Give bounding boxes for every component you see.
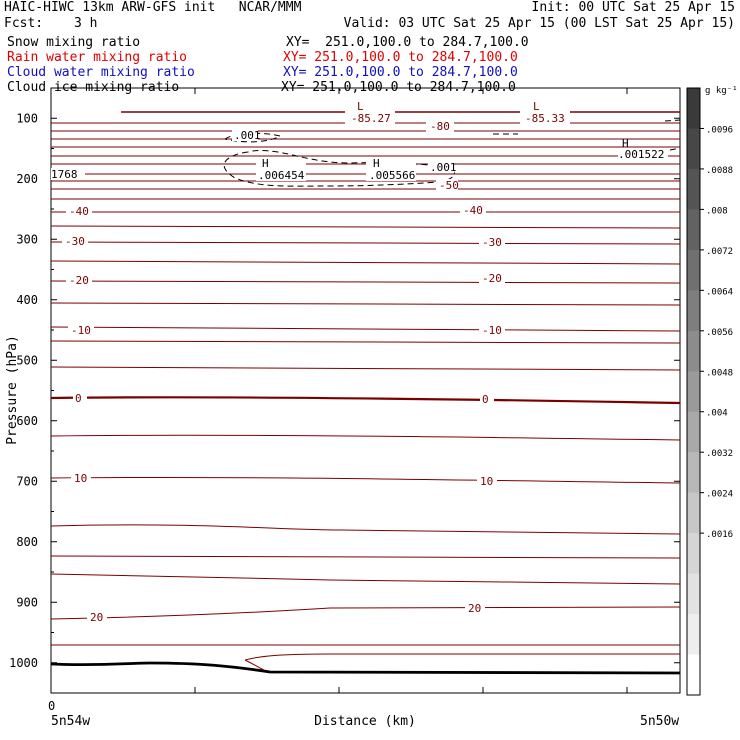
x-axis-label: Distance (km): [314, 714, 416, 729]
colorbar-swatch: [687, 452, 700, 494]
mixing-ratio-label: .001: [430, 161, 457, 174]
high-value: .005566: [369, 169, 415, 182]
colorbar-tick-label: .004: [706, 409, 728, 419]
y-tick-label: 800: [16, 535, 38, 549]
partial-label: 1768: [51, 168, 78, 181]
x-left-location: 5n54w: [51, 714, 90, 729]
x-right-location: 5n50w: [640, 714, 679, 729]
colorbar-swatch: [687, 330, 700, 372]
mixing-ratio-label: .001: [234, 129, 261, 142]
y-tick-label: 100: [16, 111, 38, 125]
colorbar-unit: g kg⁻¹: [705, 86, 738, 96]
colorbar-swatch: [687, 128, 700, 170]
y-tick-label: 600: [16, 414, 38, 428]
x-origin-label: 0: [48, 699, 55, 713]
y-tick-label: 500: [16, 353, 38, 367]
y-axis-label: Pressure (hPa): [5, 335, 20, 445]
low-marker: L: [357, 100, 364, 113]
x-axis: [50, 88, 628, 693]
extrema-markers: L -85.27 L -85.33 H .001522 H .006454 H …: [51, 99, 668, 182]
valid-time: Valid: 03 UTC Sat 25 Apr 15 (00 LST Sat …: [343, 16, 735, 31]
field-cloudwater-label: Cloud water mixing ratio: [7, 65, 195, 80]
field-snow-label: Snow mixing ratio: [7, 35, 141, 50]
y-tick-label: 300: [16, 232, 38, 246]
contour-label: -10: [482, 324, 502, 337]
colorbar-swatch: [687, 573, 700, 615]
temperature-contours: [50, 111, 681, 661]
colorbar-tick-label: .0088: [706, 166, 733, 176]
contour-label: -30: [482, 236, 502, 249]
colorbar-swatch: [687, 411, 700, 453]
contour-label: -20: [482, 272, 502, 285]
colorbar-swatch: [687, 209, 700, 251]
contour-label: -50: [439, 179, 459, 192]
high-value: .001522: [618, 148, 664, 161]
high-marker: H: [262, 157, 269, 170]
contour-label: 20: [468, 602, 481, 615]
y-tick-label: 1000: [9, 656, 38, 670]
low-value: -85.33: [525, 112, 565, 125]
y-tick-label: 700: [16, 474, 38, 488]
contour-label: -30: [65, 235, 85, 248]
colorbar-tick-label: .0056: [706, 328, 733, 338]
colorbar-swatch: [687, 614, 700, 656]
contour-label: 10: [74, 472, 87, 485]
contour-labels: -80 -50 -40 -40 -30 -30 -20 -20 -10 -10 …: [62, 120, 505, 624]
contour-label: 0: [482, 393, 489, 406]
init-time: Init: 00 UTC Sat 25 Apr 15: [531, 0, 736, 15]
low-value: -85.27: [351, 112, 391, 125]
high-marker: H: [622, 137, 629, 150]
colorbar-swatch: [687, 249, 700, 291]
field-snow-xy: XY= 251.0,100.0 to 284.7,100.0: [286, 35, 529, 50]
forecast-label: Fcst:: [4, 16, 44, 31]
colorbar: .0096 .0088 .008 .0072 .0064 .0056 .0048 .004 .0…: [686, 87, 733, 696]
surface-line: [50, 661, 681, 675]
field-rain-xy: XY= 251.0,100.0 to 284.7,100.0: [283, 50, 518, 65]
contour-label: 20: [90, 611, 103, 624]
y-tick-label: 900: [16, 595, 38, 609]
colorbar-tick-label: .008: [706, 206, 728, 216]
colorbar-tick-label: .0048: [706, 368, 733, 378]
y-tick-label: 400: [16, 293, 38, 307]
low-marker: L: [533, 100, 540, 113]
contour-label: -20: [69, 274, 89, 287]
colorbar-tick-label: .0072: [706, 247, 733, 257]
colorbar-tick-label: .0032: [706, 449, 733, 459]
contour-label: -10: [71, 324, 91, 337]
colorbar-swatch: [687, 371, 700, 413]
contour-label: 10: [480, 475, 493, 488]
contour-label: -40: [463, 204, 483, 217]
high-value: .006454: [258, 169, 305, 182]
chart-title: HAIC-HIWC 13km ARW-GFS init NCAR/MMM: [4, 0, 302, 15]
contour-label: 0: [75, 392, 82, 405]
colorbar-swatch: [687, 654, 700, 696]
contour-label: -40: [69, 205, 89, 218]
colorbar-tick-label: .0064: [706, 287, 733, 297]
colorbar-tick-label: .0096: [706, 125, 733, 135]
colorbar-frame: [686, 87, 701, 696]
plot-frame: [50, 87, 681, 694]
contour-label: -80: [430, 120, 450, 133]
y-tick-label: 200: [16, 172, 38, 186]
field-rain-label: Rain water mixing ratio: [7, 50, 188, 65]
colorbar-swatch: [687, 533, 700, 575]
colorbar-swatch: [687, 168, 700, 210]
forecast-hour: 3 h: [74, 16, 98, 31]
high-marker: H: [373, 157, 380, 170]
surface-contour-fold: [244, 659, 265, 671]
colorbar-swatch: [687, 88, 700, 129]
colorbar-swatch: [687, 290, 700, 332]
mixing-ratio-contours: [223, 119, 681, 187]
field-cloudwater-xy: XY= 251.0,100.0 to 284.7,100.0: [283, 65, 518, 80]
colorbar-swatch: [687, 492, 700, 534]
colorbar-tick-label: .0024: [706, 490, 733, 500]
colorbar-tick-label: .0016: [706, 530, 733, 540]
